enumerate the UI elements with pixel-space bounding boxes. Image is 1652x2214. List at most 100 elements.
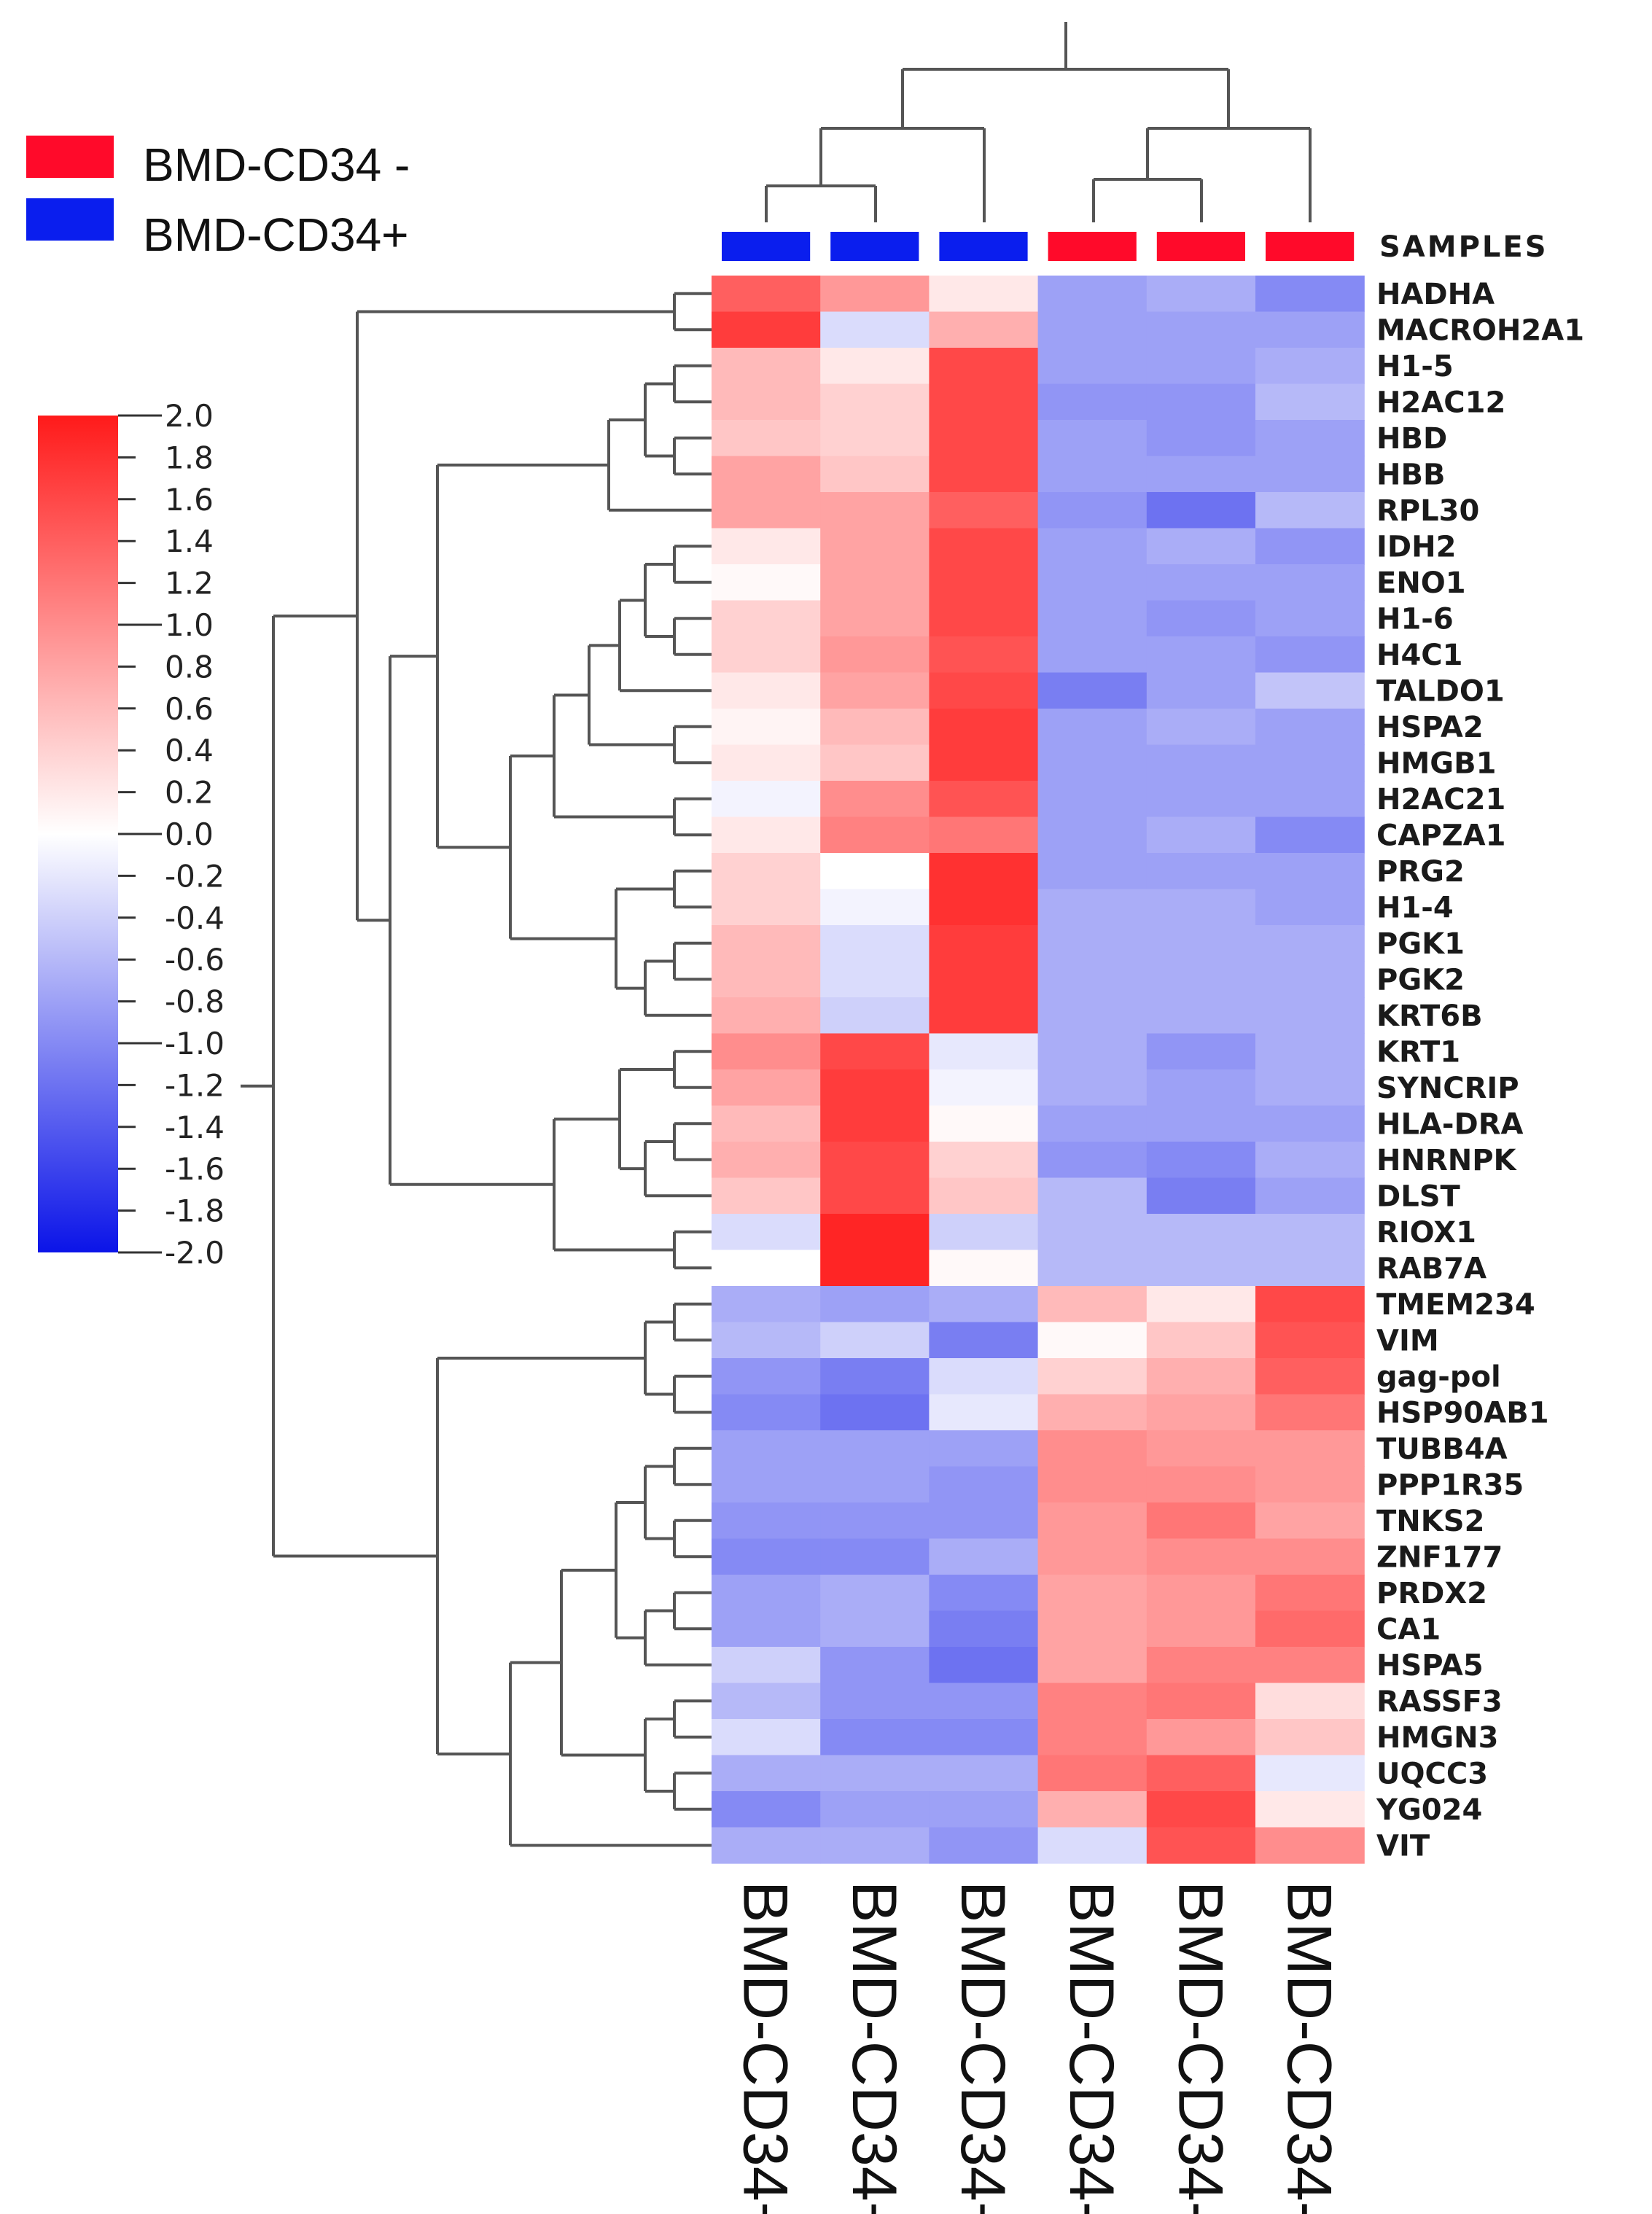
heatmap-cell — [929, 311, 1039, 348]
heatmap-cell — [1037, 781, 1148, 818]
heatmap-cell — [1037, 1177, 1148, 1215]
heatmap-cell — [929, 1791, 1039, 1828]
heatmap-cell — [1037, 383, 1148, 421]
heatmap-cell — [1037, 1430, 1148, 1467]
heatmap-cell — [1255, 1466, 1365, 1503]
heatmap-cell — [1255, 528, 1365, 565]
heatmap-cell — [712, 925, 821, 962]
heatmap-cell — [1255, 1177, 1365, 1215]
heatmap-cell — [820, 1719, 930, 1756]
heatmap-cell — [1146, 1286, 1256, 1323]
heatmap-cell — [1037, 528, 1148, 565]
heatmap-cell — [712, 1250, 821, 1287]
heatmap-cell — [1146, 1358, 1256, 1395]
heatmap-cell — [1037, 1250, 1148, 1287]
heatmap-cell — [1146, 636, 1256, 674]
colorbar-gradient — [38, 416, 118, 1252]
heatmap-cell — [1146, 997, 1256, 1034]
gene-label: gag-pol — [1376, 1360, 1501, 1394]
heatmap-cell — [1255, 311, 1365, 348]
heatmap-cell — [1037, 1142, 1148, 1179]
heatmap-cell — [1037, 311, 1148, 348]
heatmap-cell — [1037, 456, 1148, 493]
gene-label: PGK2 — [1376, 963, 1465, 997]
colorbar-tick-label: 1.0 — [165, 607, 214, 643]
heatmap-cell — [1037, 1791, 1148, 1828]
heatmap-cell — [820, 925, 930, 962]
heatmap-cell — [712, 1033, 821, 1070]
heatmap-cell — [820, 1575, 930, 1612]
heatmap-cell — [820, 672, 930, 709]
heatmap-cell — [1037, 1394, 1148, 1431]
gene-label: HADHA — [1376, 278, 1495, 311]
heatmap-cell — [820, 276, 930, 313]
heatmap-cell — [712, 961, 821, 998]
heatmap-cell — [712, 1719, 821, 1756]
legend-swatch-cd34-neg — [26, 136, 114, 178]
heatmap-cell — [712, 1827, 821, 1864]
heatmap-cell — [929, 781, 1039, 818]
heatmap-cell — [1146, 420, 1256, 457]
heatmap-cell — [712, 853, 821, 890]
heatmap-cell — [1037, 348, 1148, 385]
column-label: BMD-CD34- — [1274, 1881, 1344, 2214]
heatmap-cell — [1255, 1538, 1365, 1575]
column-label: BMD-CD34- — [1056, 1881, 1126, 2214]
heatmap-cell — [929, 889, 1039, 926]
heatmap-cell — [820, 997, 930, 1034]
gene-label: RAB7A — [1376, 1252, 1487, 1285]
colorbar-tick-label: 1.2 — [165, 566, 214, 601]
heatmap-cell — [1255, 1069, 1365, 1107]
heatmap-cell — [1146, 1105, 1256, 1142]
heatmap-cell — [1037, 925, 1148, 962]
heatmap-cell — [929, 1610, 1039, 1648]
heatmap-cell — [1037, 816, 1148, 854]
heatmap-cell — [712, 781, 821, 818]
heatmap-cell — [820, 348, 930, 385]
gene-label: ZNF177 — [1376, 1540, 1503, 1574]
heatmap-cell — [820, 1214, 930, 1251]
heatmap-cell — [820, 1069, 930, 1107]
heatmap-cell — [1255, 744, 1365, 781]
heatmap-cell — [929, 853, 1039, 890]
colorbar-tick-label: 0.4 — [165, 733, 214, 768]
gene-label: PRDX2 — [1376, 1577, 1487, 1610]
column-label: BMD-CD34+ — [839, 1881, 909, 2214]
heatmap-cell — [929, 1430, 1039, 1467]
row-labels: HADHAMACROH2A1H1-5H2AC12HBDHBBRPL30IDH2E… — [1376, 278, 1584, 1863]
heatmap-cell — [929, 1358, 1039, 1395]
heatmap-cell — [1146, 1683, 1256, 1720]
gene-label: HNRNPK — [1376, 1144, 1518, 1177]
sample-group-bar — [722, 232, 811, 261]
heatmap-cell — [820, 1358, 930, 1395]
heatmap-cell — [1146, 961, 1256, 998]
heatmap-cell — [929, 383, 1039, 421]
gene-label: YG024 — [1376, 1793, 1482, 1827]
heatmap-cell — [712, 1286, 821, 1323]
heatmap-cell — [712, 709, 821, 746]
heatmap-cell — [929, 709, 1039, 746]
heatmap-cell — [820, 1250, 930, 1287]
colorbar-tick-label: -1.2 — [165, 1067, 225, 1103]
gene-label: VIT — [1376, 1829, 1430, 1863]
heatmap-cell — [1146, 456, 1256, 493]
colorbar-tick-label: 1.4 — [165, 523, 214, 559]
heatmap-cell — [712, 1358, 821, 1395]
heatmap-cell — [1146, 889, 1256, 926]
heatmap-cell — [1255, 1033, 1365, 1070]
heatmap-cell — [820, 1177, 930, 1215]
heatmap-cell — [1037, 997, 1148, 1034]
gene-label: HSPA5 — [1376, 1649, 1484, 1683]
legend-swatch-cd34-pos — [26, 198, 114, 241]
heatmap-cell — [820, 1322, 930, 1359]
heatmap-cell — [712, 1755, 821, 1792]
gene-label: RASSF3 — [1376, 1685, 1503, 1718]
heatmap-cell — [820, 1394, 930, 1431]
heatmap-cell — [1146, 1250, 1256, 1287]
colorbar-tick-label: 1.8 — [165, 440, 214, 475]
gene-label: CA1 — [1376, 1613, 1441, 1646]
heatmap-cell — [929, 420, 1039, 457]
heatmap-cell — [1255, 1575, 1365, 1612]
heatmap-cell — [820, 1610, 930, 1648]
heatmap-cell — [820, 383, 930, 421]
